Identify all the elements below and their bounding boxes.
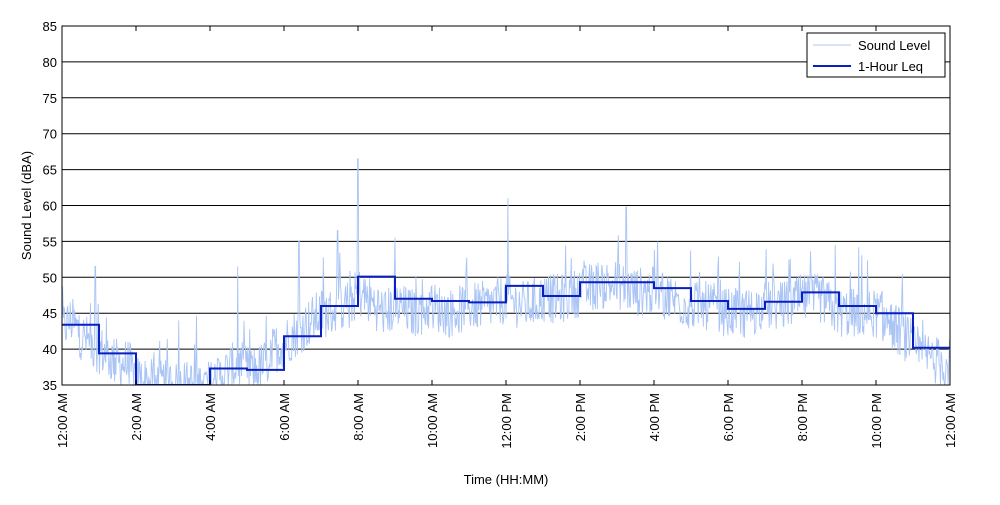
y-tick-label: 70 xyxy=(43,127,57,142)
axis-layer: 35 40 45 50 55 60 65 70 75 80 85 12:00 AM 2:00 AM 4:0… xyxy=(43,19,958,449)
x-tick-label: 8:00 PM xyxy=(795,393,810,441)
x-tick-label: 4:00 PM xyxy=(647,393,662,441)
plot-layer xyxy=(62,158,950,385)
legend-label-leq: 1-Hour Leq xyxy=(858,59,923,74)
legend-label-sound-level: Sound Level xyxy=(858,38,930,53)
x-tick-label: 6:00 AM xyxy=(277,393,292,441)
y-tick-label: 65 xyxy=(43,163,57,178)
x-tick-label: 2:00 AM xyxy=(129,393,144,441)
y-tick-label: 35 xyxy=(43,378,57,393)
x-tick-label: 6:00 PM xyxy=(721,393,736,441)
y-tick-label: 75 xyxy=(43,91,57,106)
x-tick-label: 10:00 AM xyxy=(425,393,440,448)
legend: Sound Level 1-Hour Leq xyxy=(806,32,946,78)
x-tick-label: 8:00 AM xyxy=(351,393,366,441)
legend-box xyxy=(806,32,946,78)
sound-level-line xyxy=(62,158,950,385)
y-tick-label: 40 xyxy=(43,342,57,357)
x-tick-label: 12:00 AM xyxy=(55,393,70,448)
y-tick-label: 60 xyxy=(43,199,57,214)
x-axis-title: Time (HH:MM) xyxy=(464,472,549,487)
x-tick-label: 2:00 PM xyxy=(573,393,588,441)
y-tick-label: 85 xyxy=(43,19,57,34)
y-tick-label: 50 xyxy=(43,270,57,285)
x-tick-label: 4:00 AM xyxy=(203,393,218,441)
x-tick-label: 12:00 AM xyxy=(943,393,958,448)
y-tick-label: 45 xyxy=(43,306,57,321)
y-tick-label: 80 xyxy=(43,55,57,70)
leq-step-line xyxy=(62,275,950,385)
y-axis-title: Sound Level (dBA) xyxy=(19,151,34,260)
grid-layer xyxy=(62,61,950,350)
y-tick-label: 55 xyxy=(43,234,57,249)
x-tick-label: 10:00 PM xyxy=(869,393,884,449)
x-tick-label: 12:00 PM xyxy=(499,393,514,449)
